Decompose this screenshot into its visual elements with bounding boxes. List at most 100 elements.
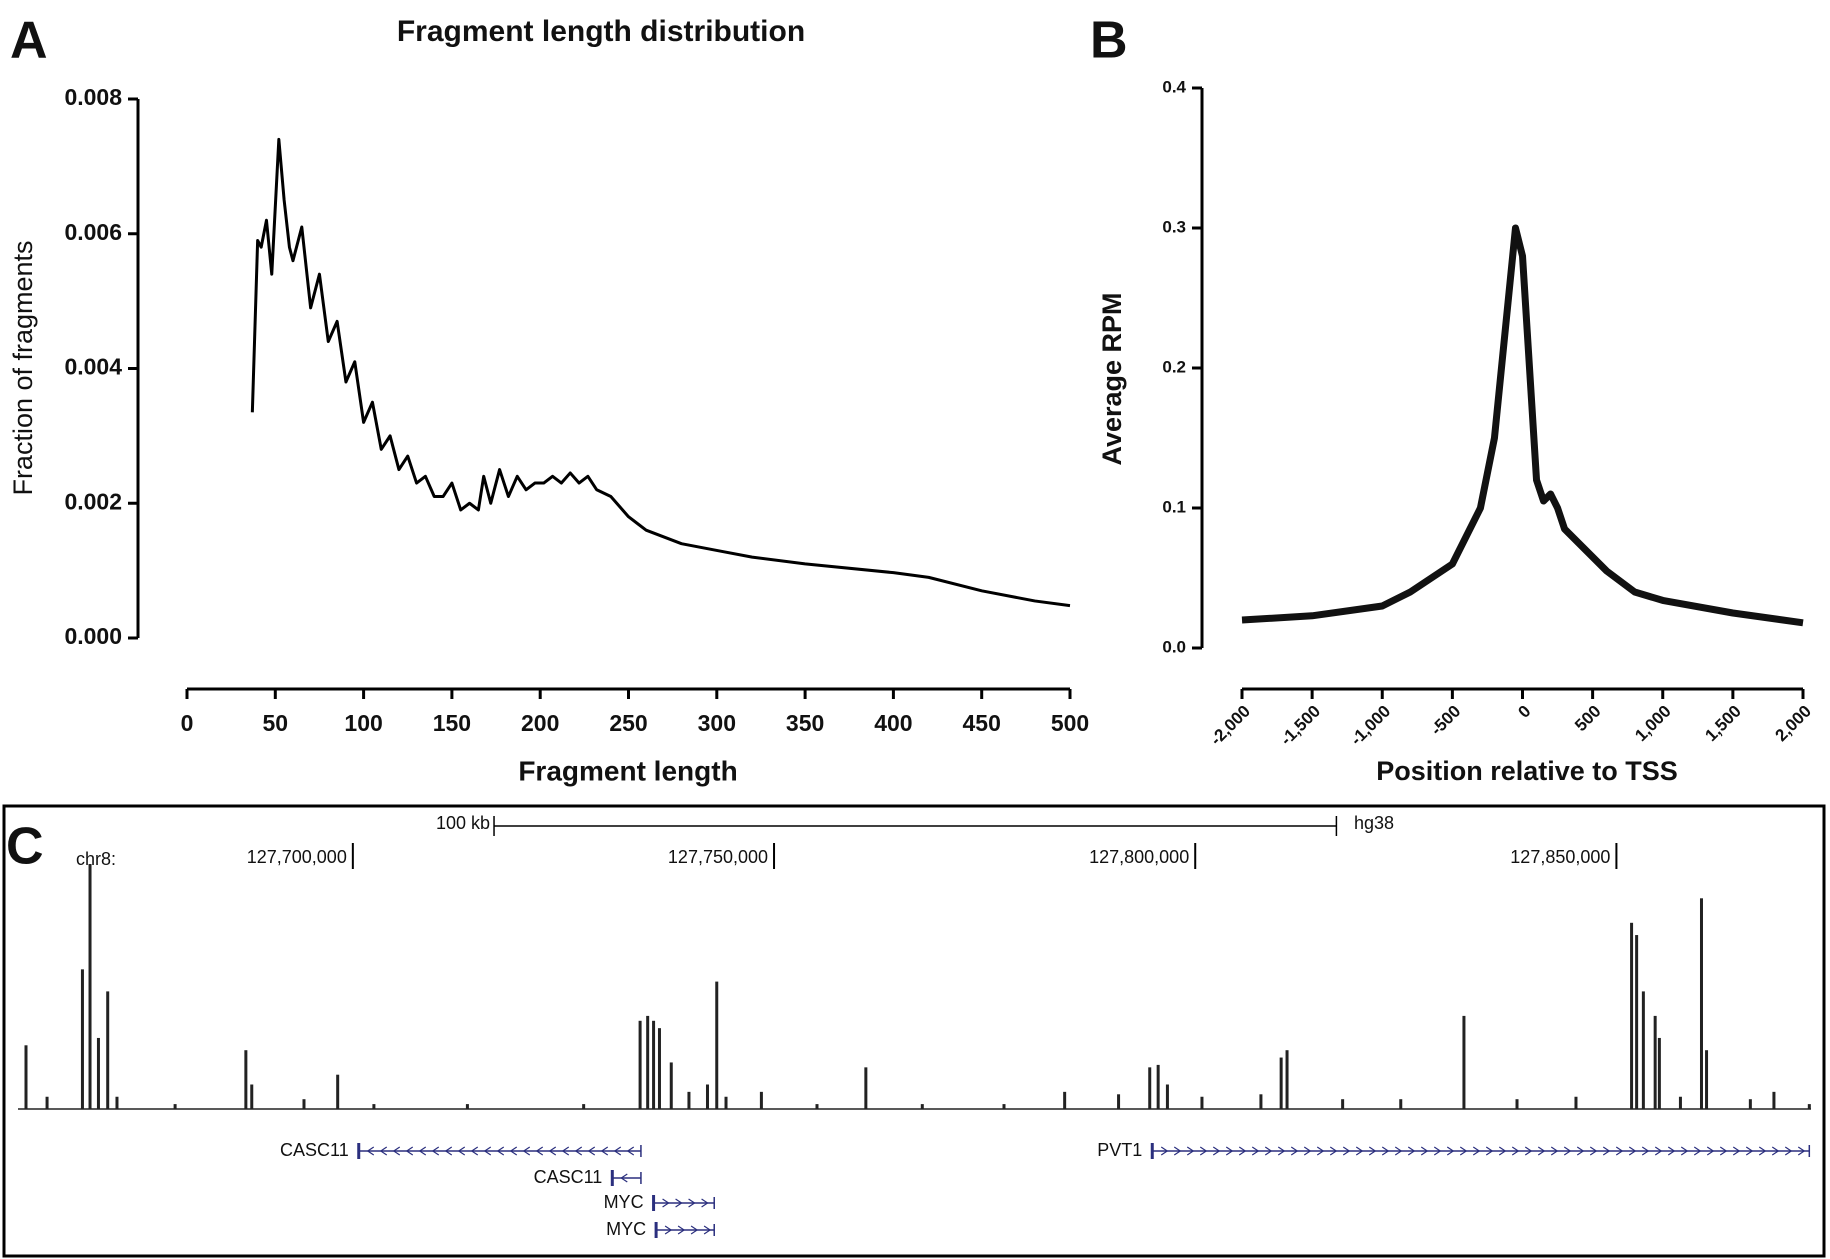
x-tick-label: 0: [1514, 702, 1534, 722]
y-tick-label: 0.000: [64, 623, 122, 649]
signal-bar: [638, 1020, 642, 1109]
signal-bar: [106, 991, 110, 1109]
signal-bar: [1200, 1096, 1204, 1109]
x-axis-label: Position relative to TSS: [1376, 756, 1678, 786]
x-tick-label: 127,800,000: [1089, 847, 1189, 867]
x-tick-label: 500: [1051, 710, 1089, 736]
y-axis-label: Average RPM: [1097, 292, 1127, 465]
chart-title: Fragment length distribution: [397, 15, 805, 48]
assembly-label: hg38: [1354, 813, 1394, 833]
data-line: [250, 137, 1071, 608]
gene-label: PVT1: [1097, 1140, 1142, 1160]
signal-bar: [705, 1084, 709, 1109]
signal-bar: [1462, 1015, 1466, 1109]
y-tick-label: 0.002: [64, 488, 122, 514]
y-tick-label: 0.3: [1162, 217, 1186, 236]
signal-bar: [1165, 1084, 1169, 1109]
signal-bar: [582, 1104, 586, 1109]
signal-bar: [1574, 1096, 1578, 1109]
signal-bar: [1635, 935, 1639, 1109]
signal-bar: [1341, 1099, 1345, 1109]
x-tick-label: 250: [609, 710, 647, 736]
signal-bar: [864, 1067, 868, 1109]
signal-bar: [687, 1091, 691, 1109]
signal-bar: [45, 1096, 49, 1109]
x-tick-label: 1,500: [1701, 702, 1745, 746]
gene-label: CASC11: [534, 1167, 603, 1187]
y-axis-label: Fraction of fragments: [8, 240, 38, 495]
x-tick-label: 127,850,000: [1510, 847, 1610, 867]
panel-letter: C: [6, 818, 44, 876]
panel-letter: B: [1090, 12, 1128, 70]
x-tick-label: 127,700,000: [247, 847, 347, 867]
signal-bar: [1630, 922, 1634, 1109]
strand-arrows: [620, 1173, 628, 1183]
signal-bar: [657, 1028, 661, 1109]
y-tick-label: 0.006: [64, 219, 122, 245]
signal-bar: [1148, 1067, 1152, 1109]
signal-bar: [1285, 1050, 1289, 1109]
strand-arrows: [662, 1198, 709, 1208]
x-tick-label: 1,000: [1631, 702, 1675, 746]
signal-bar: [1657, 1037, 1661, 1109]
x-tick-label: 0: [181, 710, 194, 736]
signal-bar: [759, 1091, 763, 1109]
strand-arrows: [664, 1225, 712, 1235]
signal-bar: [652, 1020, 656, 1109]
chromosome-label: chr8:: [76, 849, 116, 869]
x-tick-label: -1,000: [1347, 702, 1395, 750]
x-tick-label: 450: [963, 710, 1001, 736]
signal-bar: [302, 1099, 306, 1109]
x-tick-label: 150: [433, 710, 471, 736]
x-tick-label: 400: [874, 710, 912, 736]
signal-bar: [372, 1104, 376, 1109]
signal-bar: [1515, 1099, 1519, 1109]
signal-bar: [336, 1074, 340, 1109]
signal-bar: [1117, 1094, 1121, 1109]
x-tick-label: 127,750,000: [668, 847, 768, 867]
gene-label: MYC: [604, 1192, 644, 1212]
signal-bar: [250, 1084, 254, 1109]
x-axis-label: Fragment length: [518, 755, 737, 786]
signal-bar: [1399, 1099, 1403, 1109]
strand-arrows: [1160, 1146, 1806, 1156]
signal-bar: [80, 969, 84, 1109]
y-tick-label: 0.0: [1162, 637, 1186, 656]
signal-bar: [1699, 898, 1703, 1109]
signal-bar: [88, 864, 92, 1109]
x-tick-label: -1,500: [1277, 702, 1325, 750]
signal-bar: [1259, 1094, 1263, 1109]
signal-bar: [1653, 1015, 1657, 1109]
x-tick-label: 2,000: [1771, 702, 1815, 746]
signal-bar: [1063, 1091, 1067, 1109]
signal-bar: [96, 1037, 100, 1109]
x-tick-label: 500: [1571, 702, 1604, 735]
y-tick-label: 0.4: [1162, 77, 1186, 96]
signal-bar: [920, 1104, 924, 1109]
panel-letter: A: [10, 12, 48, 70]
signal-bar: [1705, 1050, 1709, 1109]
y-tick-label: 0.008: [64, 84, 122, 110]
panel-frame: [2, 804, 1826, 1258]
strand-arrows: [366, 1146, 635, 1156]
x-tick-label: 200: [521, 710, 559, 736]
y-tick-label: 0.2: [1162, 357, 1186, 376]
scale-bar-label: 100 kb: [436, 813, 490, 833]
gene-label: CASC11: [280, 1140, 349, 1160]
signal-bar: [815, 1104, 819, 1109]
signal-bar: [24, 1045, 28, 1109]
x-tick-label: 350: [786, 710, 824, 736]
y-tick-label: 0.004: [64, 354, 122, 380]
x-tick-label: 50: [263, 710, 289, 736]
x-tick-label: -500: [1427, 702, 1464, 739]
signal-bar: [1807, 1104, 1811, 1109]
signal-bar: [1641, 991, 1645, 1109]
signal-bar: [115, 1096, 119, 1109]
signal-bar: [669, 1062, 673, 1109]
signal-bar: [715, 981, 719, 1109]
signal-bar: [1748, 1099, 1752, 1109]
signal-bar: [646, 1015, 650, 1109]
x-tick-label: -2,000: [1206, 702, 1254, 750]
signal-bar: [465, 1104, 469, 1109]
